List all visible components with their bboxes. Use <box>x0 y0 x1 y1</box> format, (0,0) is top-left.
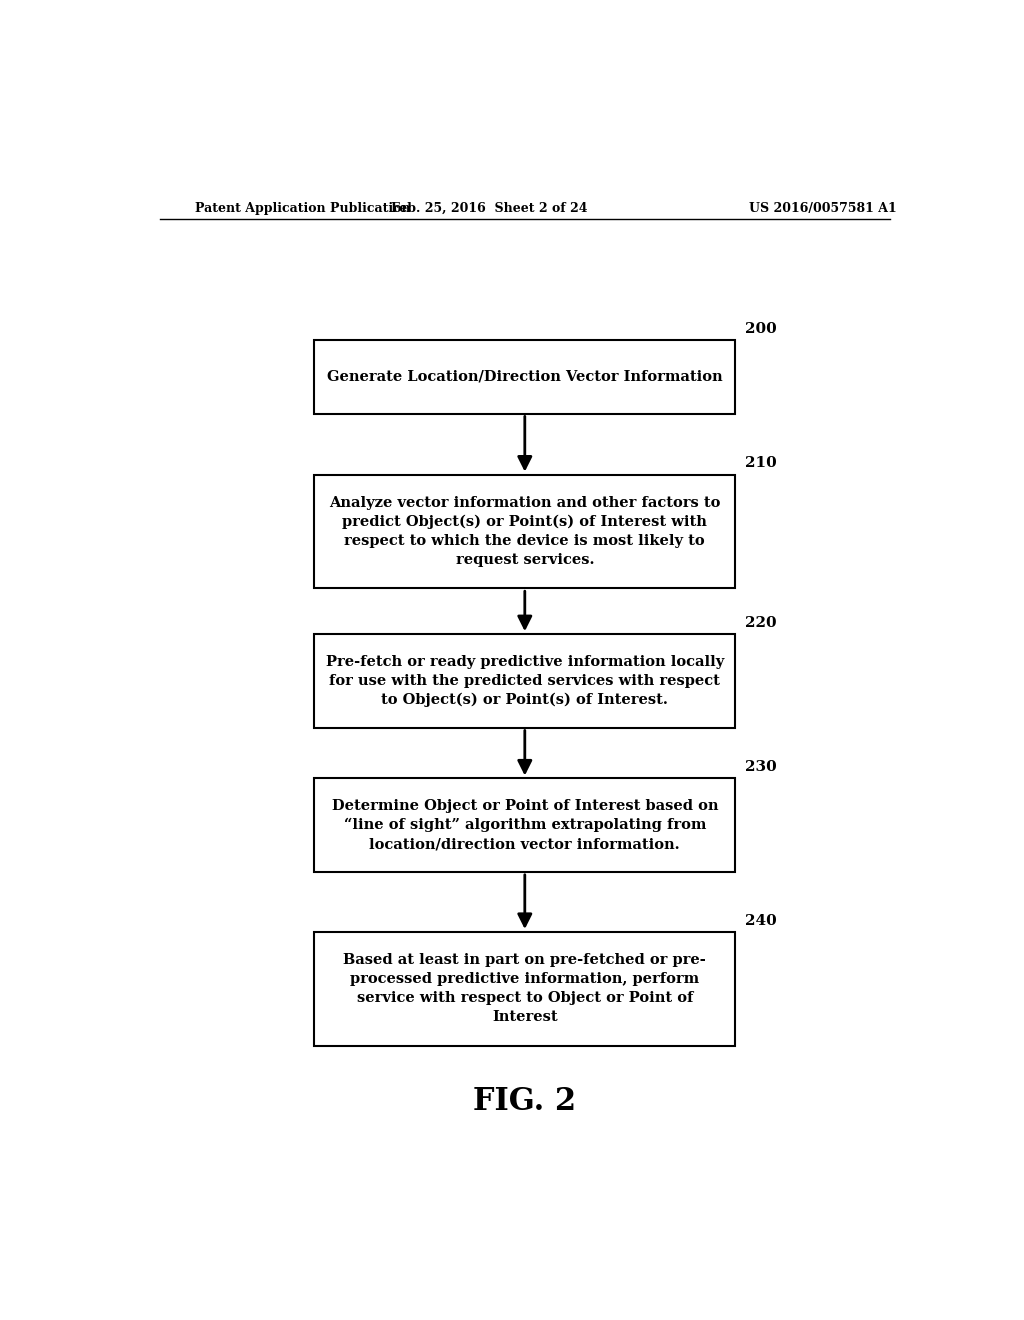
Text: Pre-fetch or ready predictive information locally
for use with the predicted ser: Pre-fetch or ready predictive informatio… <box>326 655 724 708</box>
Text: 210: 210 <box>744 457 776 470</box>
FancyBboxPatch shape <box>314 341 735 413</box>
Text: Generate Location/Direction Vector Information: Generate Location/Direction Vector Infor… <box>327 370 723 384</box>
FancyBboxPatch shape <box>314 634 735 727</box>
Text: Analyze vector information and other factors to
predict Object(s) or Point(s) of: Analyze vector information and other fac… <box>329 496 721 568</box>
Text: US 2016/0057581 A1: US 2016/0057581 A1 <box>749 202 896 215</box>
FancyBboxPatch shape <box>314 474 735 589</box>
Text: Based at least in part on pre-fetched or pre-
processed predictive information, : Based at least in part on pre-fetched or… <box>343 953 707 1024</box>
FancyBboxPatch shape <box>314 932 735 1045</box>
Text: 230: 230 <box>744 760 776 775</box>
Text: Feb. 25, 2016  Sheet 2 of 24: Feb. 25, 2016 Sheet 2 of 24 <box>391 202 588 215</box>
Text: Determine Object or Point of Interest based on
“line of sight” algorithm extrapo: Determine Object or Point of Interest ba… <box>332 799 718 851</box>
Text: FIG. 2: FIG. 2 <box>473 1086 577 1117</box>
Text: 200: 200 <box>744 322 776 337</box>
Text: 240: 240 <box>744 913 776 928</box>
Text: 220: 220 <box>744 616 776 630</box>
Text: Patent Application Publication: Patent Application Publication <box>196 202 411 215</box>
FancyBboxPatch shape <box>314 779 735 873</box>
